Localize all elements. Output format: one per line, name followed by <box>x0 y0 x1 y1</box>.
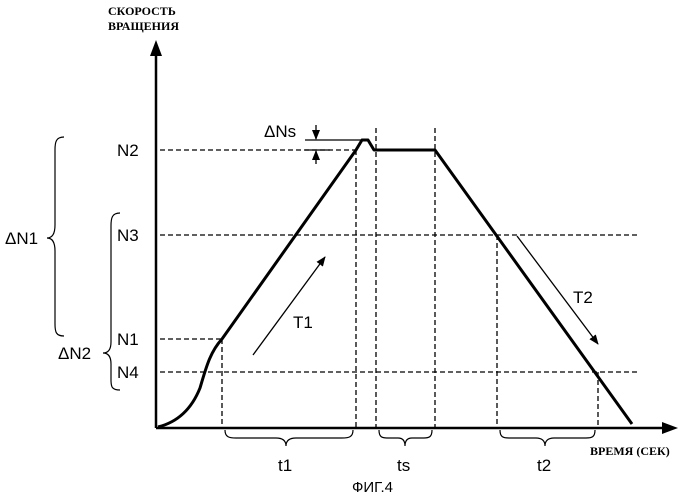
n2-label: N2 <box>117 141 139 160</box>
delta-ns-label: ΔNs <box>264 122 296 141</box>
t2-rate-label: T2 <box>573 288 593 307</box>
t2-brace <box>500 430 595 446</box>
delta-n2-label: ΔN2 <box>58 344 91 363</box>
n3-label: N3 <box>117 226 139 245</box>
y-axis-title-line2: ВРАЩЕНИЯ <box>108 19 179 33</box>
x-axis-arrow <box>662 422 678 434</box>
n4-label: N4 <box>117 363 139 382</box>
y-axis-arrow <box>150 40 162 56</box>
t1-rate-label: T1 <box>293 313 313 332</box>
ts-interval-label: ts <box>397 456 410 475</box>
delta-ns-marker <box>305 125 362 164</box>
n1-label: N1 <box>117 330 139 349</box>
figure-caption: ФИГ.4 <box>352 479 393 496</box>
t1-rate-arrow <box>253 257 325 355</box>
ts-brace <box>379 430 432 446</box>
level-guides <box>160 150 640 372</box>
time-guides <box>222 128 598 428</box>
delta-n1-brace <box>47 137 64 336</box>
axes <box>150 40 678 434</box>
t2-interval-label: t2 <box>537 456 551 475</box>
x-axis-title: ВРЕМЯ (СЕК) <box>590 444 670 458</box>
t1-interval-label: t1 <box>278 456 292 475</box>
speed-profile-curve <box>158 140 632 427</box>
y-axis-title-line1: СКОРОСТЬ <box>108 4 176 18</box>
t1-brace <box>225 430 353 446</box>
delta-n1-label: ΔN1 <box>5 229 38 248</box>
